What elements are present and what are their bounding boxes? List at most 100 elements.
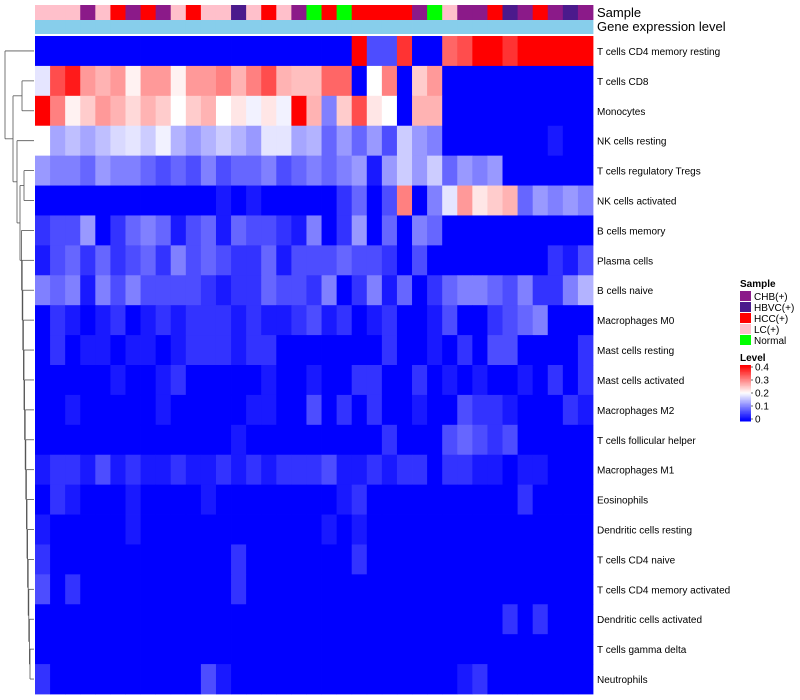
heatmap-cell	[381, 484, 398, 515]
heatmap-cell	[50, 215, 66, 246]
heatmap-cell	[502, 215, 518, 246]
heatmap-cell	[110, 484, 126, 515]
gene-expression-annotation-cell	[246, 20, 262, 34]
heatmap-cell	[547, 514, 564, 545]
heatmap-cell	[110, 424, 126, 456]
gene-expression-annotation-cell	[532, 20, 549, 34]
heatmap-cell	[65, 36, 81, 67]
heatmap-cell	[35, 95, 51, 127]
heatmap-cell	[65, 664, 81, 695]
heatmap-cell	[502, 95, 518, 127]
heatmap-cell	[457, 36, 473, 67]
heatmap-cell	[65, 185, 81, 216]
heatmap-cell	[110, 574, 126, 605]
heatmap-cell	[65, 95, 81, 127]
heatmap-cell	[50, 185, 66, 216]
heatmap-cell	[306, 335, 322, 366]
heatmap-cell	[427, 514, 443, 545]
heatmap-cell	[65, 424, 81, 456]
heatmap-cell	[306, 394, 322, 426]
heatmap-cell	[185, 36, 202, 67]
heatmap-cell	[442, 155, 458, 186]
heatmap-cell	[50, 634, 66, 665]
heatmap-cell	[200, 634, 217, 665]
heatmap-cell	[381, 335, 398, 366]
heatmap-cell	[577, 185, 594, 216]
heatmap-cell	[487, 275, 503, 306]
heatmap-cell	[427, 245, 443, 276]
heatmap-cell	[427, 604, 443, 635]
row-label-nk-cells-resting: NK cells resting	[597, 137, 666, 148]
heatmap-cell	[291, 394, 307, 426]
heatmap-cell	[457, 185, 473, 216]
heatmap-cell	[276, 394, 292, 426]
heatmap-cell	[351, 604, 368, 635]
heatmap-cell	[95, 514, 111, 545]
heatmap-cell	[261, 365, 277, 396]
heatmap-cell	[427, 454, 443, 486]
heatmap-cell	[155, 484, 172, 515]
heatmap-cell	[200, 185, 217, 216]
heatmap-cell	[442, 604, 458, 635]
heatmap-cell	[336, 664, 353, 695]
heatmap-cell	[427, 394, 443, 426]
heatmap-cell	[321, 125, 338, 157]
heatmap-cell	[442, 95, 458, 127]
heatmap-cell	[155, 185, 172, 216]
heatmap-cell	[215, 185, 232, 216]
heatmap-cell	[517, 36, 534, 67]
heatmap-cell	[231, 514, 247, 545]
heatmap-cell	[65, 394, 81, 426]
heatmap-cell	[155, 634, 172, 665]
sample-annotation-cell	[80, 5, 96, 20]
heatmap-cell	[396, 335, 413, 366]
heatmap-cell	[246, 125, 262, 157]
heatmap-cell	[366, 574, 383, 605]
heatmap-cell	[487, 185, 503, 216]
heatmap-cell	[200, 394, 217, 426]
heatmap-cell	[502, 155, 518, 186]
level-gradient-step	[740, 409, 751, 412]
heatmap-cell	[321, 185, 338, 216]
heatmap-cell	[261, 65, 277, 97]
heatmap-cell	[185, 125, 202, 157]
heatmap-cell	[170, 424, 187, 456]
gene-expression-annotation-cell	[125, 20, 141, 34]
legend-swatch-chb	[740, 291, 751, 301]
sample-annotation-cell	[246, 5, 262, 20]
heatmap-cell	[381, 454, 398, 486]
heatmap-cell	[472, 424, 488, 456]
heatmap-cell	[381, 185, 398, 216]
heatmap-cell	[185, 394, 202, 426]
heatmap-cell	[381, 245, 398, 276]
heatmap-cell	[261, 125, 277, 157]
row-label-t-cells-follicular-helper: T cells follicular helper	[597, 436, 696, 447]
heatmap-cell	[547, 365, 564, 396]
heatmap-cell	[215, 305, 232, 336]
heatmap-cell	[80, 245, 96, 276]
sample-annotation-cell	[65, 5, 81, 20]
heatmap-cell	[231, 305, 247, 336]
heatmap-cell	[412, 275, 428, 306]
heatmap-cell	[336, 185, 353, 216]
level-gradient-step	[740, 388, 751, 391]
gene-expression-annotation-cell	[517, 20, 534, 34]
heatmap-cell	[412, 335, 428, 366]
level-gradient-step	[740, 367, 751, 370]
heatmap-cell	[577, 95, 594, 127]
heatmap-cell	[321, 305, 338, 336]
heatmap-cell	[261, 215, 277, 246]
level-gradient-step	[740, 405, 751, 408]
heatmap-cell	[80, 365, 96, 396]
heatmap-cell	[396, 424, 413, 456]
heatmap-cell	[140, 36, 157, 67]
heatmap-cell	[412, 664, 428, 695]
heatmap-cell	[457, 454, 473, 486]
heatmap-cell	[577, 36, 594, 67]
heatmap-cell	[577, 305, 594, 336]
heatmap-cell	[246, 604, 262, 635]
heatmap-cell	[457, 245, 473, 276]
heatmap-cell	[336, 36, 353, 67]
heatmap-cell	[366, 95, 383, 127]
heatmap-cell	[80, 634, 96, 665]
